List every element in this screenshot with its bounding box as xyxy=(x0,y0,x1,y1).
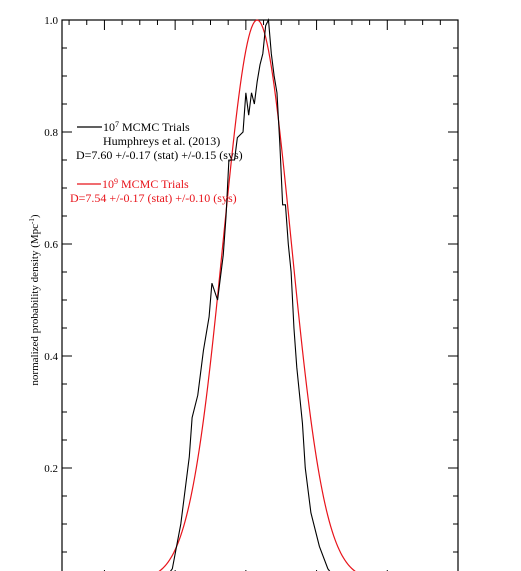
legend-citation: Humphreys et al. (2013) xyxy=(103,134,220,148)
y-tick-labels: 0.2 0.4 0.6 0.8 1.0 xyxy=(44,15,58,475)
plot-frame xyxy=(61,19,459,571)
series-line-1e9 xyxy=(158,19,356,571)
series-line-1e7 xyxy=(169,18,331,571)
series-layer xyxy=(158,18,356,571)
axis-ticks xyxy=(62,19,459,571)
legend-label-1e9: 109 MCMC Trials xyxy=(102,177,189,192)
y-tick-label: 0.6 xyxy=(44,239,58,251)
y-tick-label: 0.2 xyxy=(44,463,58,475)
legend-distance-1e7: D=7.60 +/-0.17 (stat) +/-0.15 (sys) xyxy=(76,148,243,162)
legend-entry-1e9: 109 MCMC Trials D=7.54 +/-0.17 (stat) +/… xyxy=(70,177,237,206)
y-tick-label: 1.0 xyxy=(44,15,58,27)
legend-entry-1e7: 107 MCMC Trials Humphreys et al. (2013) … xyxy=(76,120,243,163)
legend-distance-1e9: D=7.54 +/-0.17 (stat) +/-0.10 (sys) xyxy=(70,191,237,205)
legend-label-1e7: 107 MCMC Trials xyxy=(103,120,190,135)
y-tick-label: 0.8 xyxy=(44,127,58,139)
y-axis-title: normalized probability density (Mpc-1) xyxy=(28,214,41,385)
y-tick-label: 0.4 xyxy=(44,351,58,363)
